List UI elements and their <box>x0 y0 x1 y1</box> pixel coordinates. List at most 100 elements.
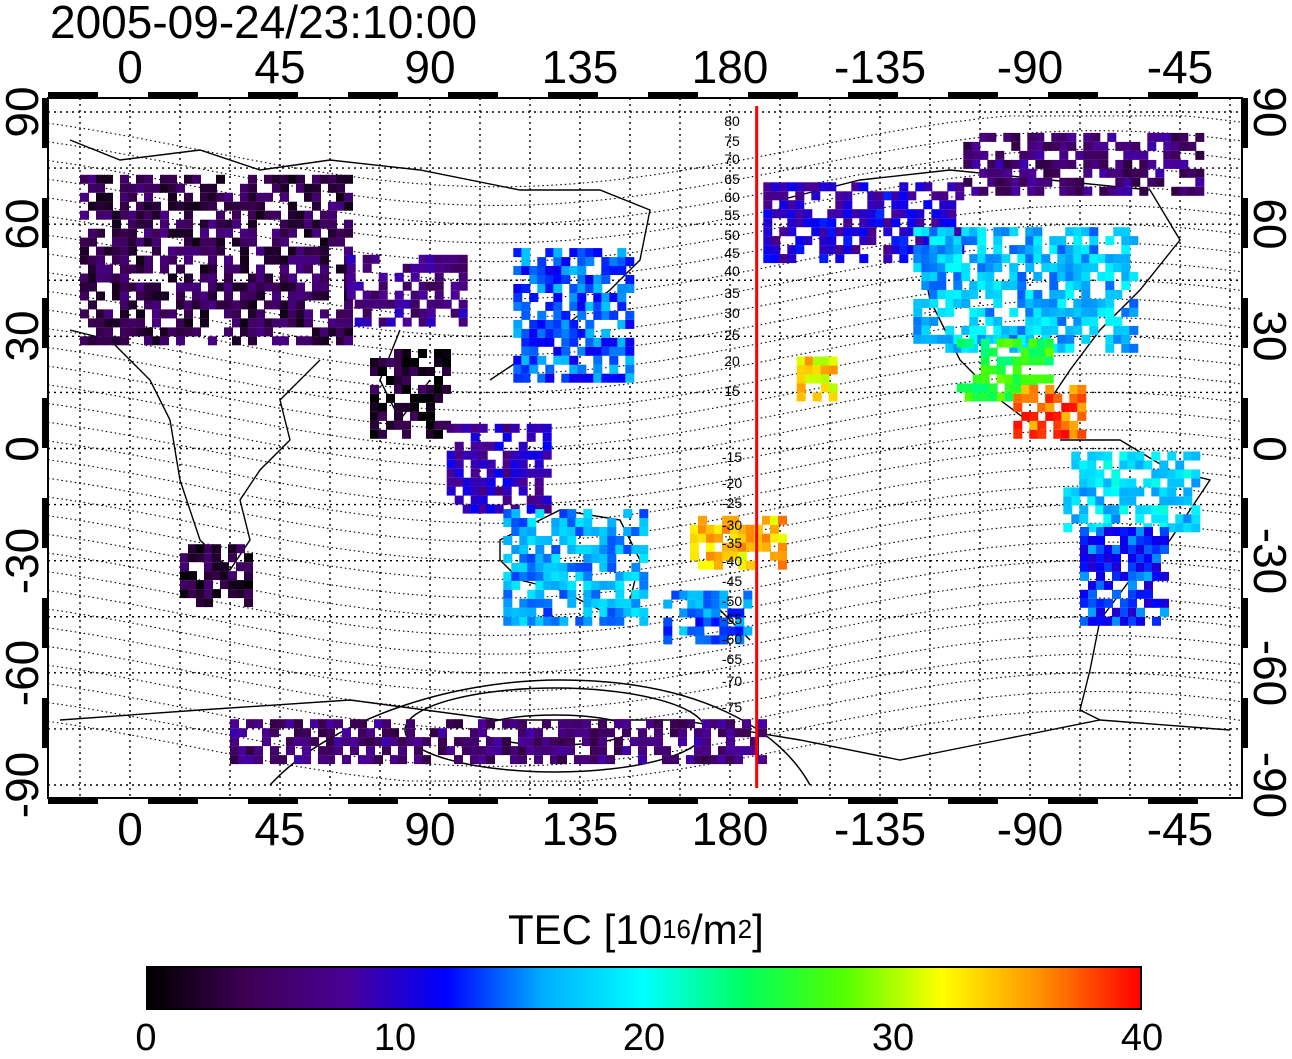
tec-cell <box>574 755 583 765</box>
tec-cell <box>979 150 989 160</box>
tec-cell <box>1036 356 1046 366</box>
tec-cell <box>344 327 353 337</box>
tec-cell <box>915 209 925 219</box>
tec-cell <box>631 571 641 581</box>
tec-cell <box>402 317 412 327</box>
tec-cell <box>553 328 563 338</box>
tec-cell <box>320 291 329 301</box>
tec-cell <box>192 201 201 211</box>
tec-cell <box>569 266 579 275</box>
tec-cell <box>609 337 619 347</box>
tec-cell <box>418 308 428 318</box>
tec-cell <box>470 450 480 460</box>
tec-cell <box>1123 168 1133 178</box>
tec-cell <box>859 182 869 192</box>
tec-cell <box>336 228 345 238</box>
tec-cell <box>582 755 591 765</box>
tec-cell <box>1088 598 1097 608</box>
tec-cell <box>370 358 379 367</box>
tec-cell <box>553 257 563 267</box>
tec-cell <box>328 228 337 238</box>
tec-cell <box>1089 254 1099 264</box>
tec-cell <box>112 282 121 292</box>
tec-cell <box>735 626 745 636</box>
tec-cell <box>702 719 711 729</box>
tec-cell <box>426 308 436 318</box>
tec-cell <box>394 272 404 282</box>
tec-cell <box>96 264 105 274</box>
tec-cell <box>993 236 1003 246</box>
tec-cell <box>212 544 221 554</box>
tec-cell <box>1036 347 1046 357</box>
tec-cell <box>1105 254 1115 264</box>
tec-cell <box>835 191 845 201</box>
tec-cell <box>534 504 544 514</box>
tec-cell <box>200 318 209 328</box>
tec-cell <box>569 364 579 374</box>
tec-cell <box>426 299 436 309</box>
tec-cell <box>320 255 329 265</box>
tec-cell <box>518 755 527 765</box>
tec-cell <box>796 392 806 402</box>
tec-cell <box>390 755 399 765</box>
tec-cell <box>1099 168 1109 178</box>
tec-cell <box>326 746 335 756</box>
tec-cell <box>639 571 649 581</box>
tec-cell <box>1089 298 1099 308</box>
tec-cell <box>320 219 329 229</box>
tec-cell <box>434 281 444 291</box>
tec-cell <box>326 719 335 729</box>
tec-cell <box>180 580 189 590</box>
tec-cell <box>639 518 649 527</box>
tec-cell <box>246 755 255 765</box>
tec-cell <box>402 358 411 367</box>
tec-cell <box>382 737 391 747</box>
tec-cell <box>184 273 193 283</box>
tec-cell <box>144 210 153 220</box>
tec-cell <box>216 174 225 184</box>
tec-cell <box>104 201 113 211</box>
tec-patch-mexico <box>956 338 1054 402</box>
tec-cell <box>1079 478 1089 488</box>
tec-cell <box>136 237 145 247</box>
tec-cell <box>961 272 971 281</box>
tec-cell <box>302 746 311 756</box>
tec-cell <box>378 317 388 327</box>
tec-cell <box>577 275 587 284</box>
tec-cell <box>1069 420 1079 430</box>
frame-bar-segment <box>1242 598 1248 648</box>
tec-cell <box>208 336 217 346</box>
tec-cell <box>891 209 901 219</box>
tec-cell <box>706 524 715 534</box>
tec-cell <box>543 580 553 590</box>
tec-cell <box>969 307 979 317</box>
tec-cell <box>899 209 909 219</box>
tec-cell <box>230 728 239 738</box>
tec-cell <box>434 384 443 394</box>
tec-cell <box>418 317 428 327</box>
tec-cell <box>502 746 511 756</box>
tec-cell <box>542 737 551 747</box>
tec-cell <box>1067 186 1077 196</box>
tec-cell <box>256 282 265 292</box>
contour-label: 30 <box>724 305 740 321</box>
tec-cell <box>398 737 407 747</box>
tec-cell <box>617 319 627 329</box>
tec-cell <box>969 281 979 290</box>
tec-cell <box>184 237 193 247</box>
tec-cell <box>575 545 585 554</box>
tec-cell <box>454 459 464 469</box>
tec-cell <box>995 150 1005 160</box>
tec-cell <box>454 450 464 460</box>
tec-cell <box>152 183 161 193</box>
tec-cell <box>542 468 552 478</box>
tec-cell <box>264 327 273 337</box>
tec-cell <box>160 228 169 238</box>
tec-cell <box>963 159 973 169</box>
tec-cell <box>510 468 520 478</box>
tec-cell <box>1009 307 1019 317</box>
tec-cell <box>535 553 545 563</box>
tec-cell <box>939 209 949 219</box>
tec-cell <box>1087 460 1097 470</box>
tec-cell <box>382 719 391 729</box>
